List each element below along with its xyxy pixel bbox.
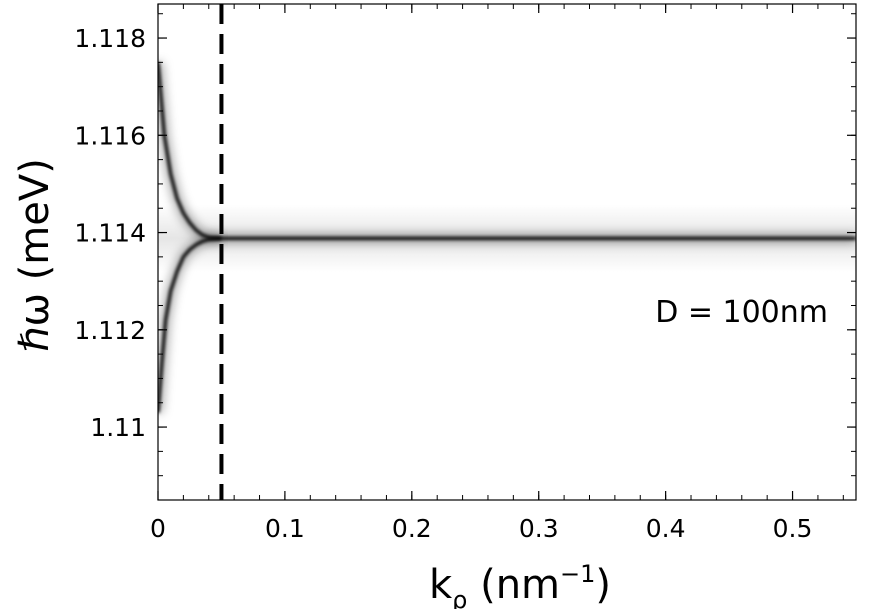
x-axis-title-exp: −1	[560, 560, 595, 588]
x-tick-label: 0.4	[646, 514, 686, 543]
y-tick-label: 1.11	[90, 413, 146, 442]
x-axis-title-unit: (nm	[467, 562, 560, 608]
x-axis-title-close: )	[595, 562, 611, 608]
x-tick-label: 0.1	[265, 514, 305, 543]
y-tick-label: 1.112	[74, 316, 146, 345]
x-tick-label: 0.5	[773, 514, 813, 543]
x-tick-labels: 0 0.1 0.2 0.3 0.4 0.5	[150, 514, 812, 543]
x-tick-label: 0.3	[519, 514, 559, 543]
y-tick-label: 1.114	[74, 219, 146, 248]
plot-frame	[157, 3, 857, 501]
branch-lower-branch	[158, 236, 222, 413]
x-axis-title-sub: ρ	[452, 586, 467, 609]
heatmap-layer	[158, 4, 856, 500]
x-axis-title-main: k	[429, 562, 453, 608]
y-tick-labels: 1.11 1.112 1.114 1.116 1.118	[74, 24, 146, 442]
x-tick-label: 0	[150, 514, 166, 543]
y-tick-label: 1.116	[74, 121, 146, 150]
x-tick-label: 0.2	[392, 514, 432, 543]
x-axis-title: kρ (nm−1)	[429, 560, 611, 609]
y-tick-label: 1.118	[74, 24, 146, 53]
annotation-diameter: D = 100nm	[655, 295, 828, 330]
y-axis-title: ℏω (meV)	[12, 158, 58, 352]
